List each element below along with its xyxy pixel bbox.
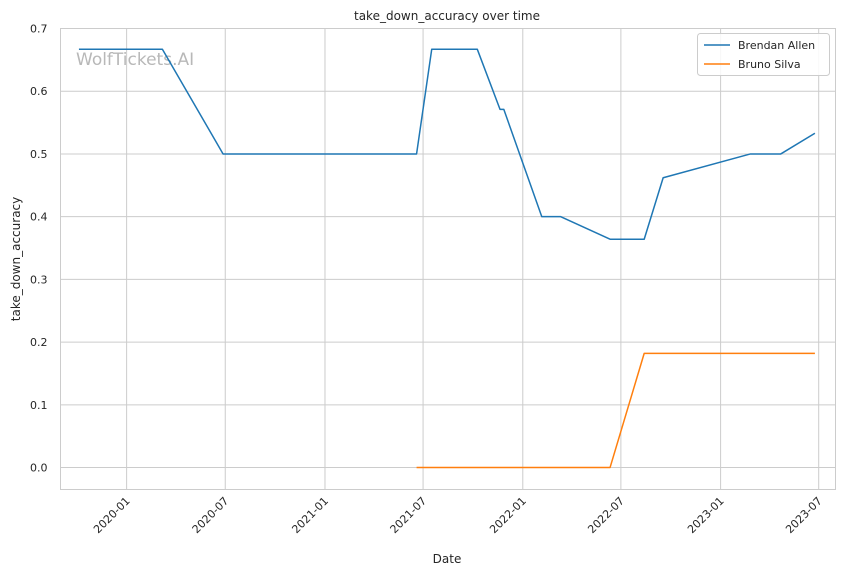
- series-line-bruno-silva: [416, 352, 815, 469]
- series-layer: [78, 48, 816, 469]
- y-tick-label-0.4: 0.4: [30, 211, 48, 224]
- x-axis-label: Date: [433, 552, 462, 566]
- watermark: WolfTickets.AI: [76, 50, 194, 70]
- y-tick-label-0.6: 0.6: [30, 85, 48, 98]
- series-line-brendan-allen: [78, 48, 816, 240]
- y-tick-label-0.7: 0.7: [30, 23, 48, 36]
- legend-label-bruno-silva: Bruno Silva: [738, 58, 801, 71]
- y-tick-label-0.0: 0.0: [30, 462, 48, 475]
- legend-box: [697, 33, 830, 76]
- y-tick-label-0.2: 0.2: [30, 336, 48, 349]
- y-tick-label-0.5: 0.5: [30, 148, 48, 161]
- y-tick-label-0.1: 0.1: [30, 399, 48, 412]
- y-axis-label: take_down_accuracy: [9, 197, 23, 321]
- chart-title: take_down_accuracy over time: [354, 9, 540, 23]
- legend-label-brendan-allen: Brendan Allen: [738, 39, 815, 52]
- y-tick-label-0.3: 0.3: [30, 273, 48, 286]
- y-axis-ticks: 0.0 0.1 0.2 0.3 0.4 0.5 0.6 0.7: [30, 23, 48, 475]
- plot-frame: [60, 28, 836, 490]
- grid: [60, 28, 836, 490]
- legend: Brendan Allen Bruno Silva: [697, 33, 830, 76]
